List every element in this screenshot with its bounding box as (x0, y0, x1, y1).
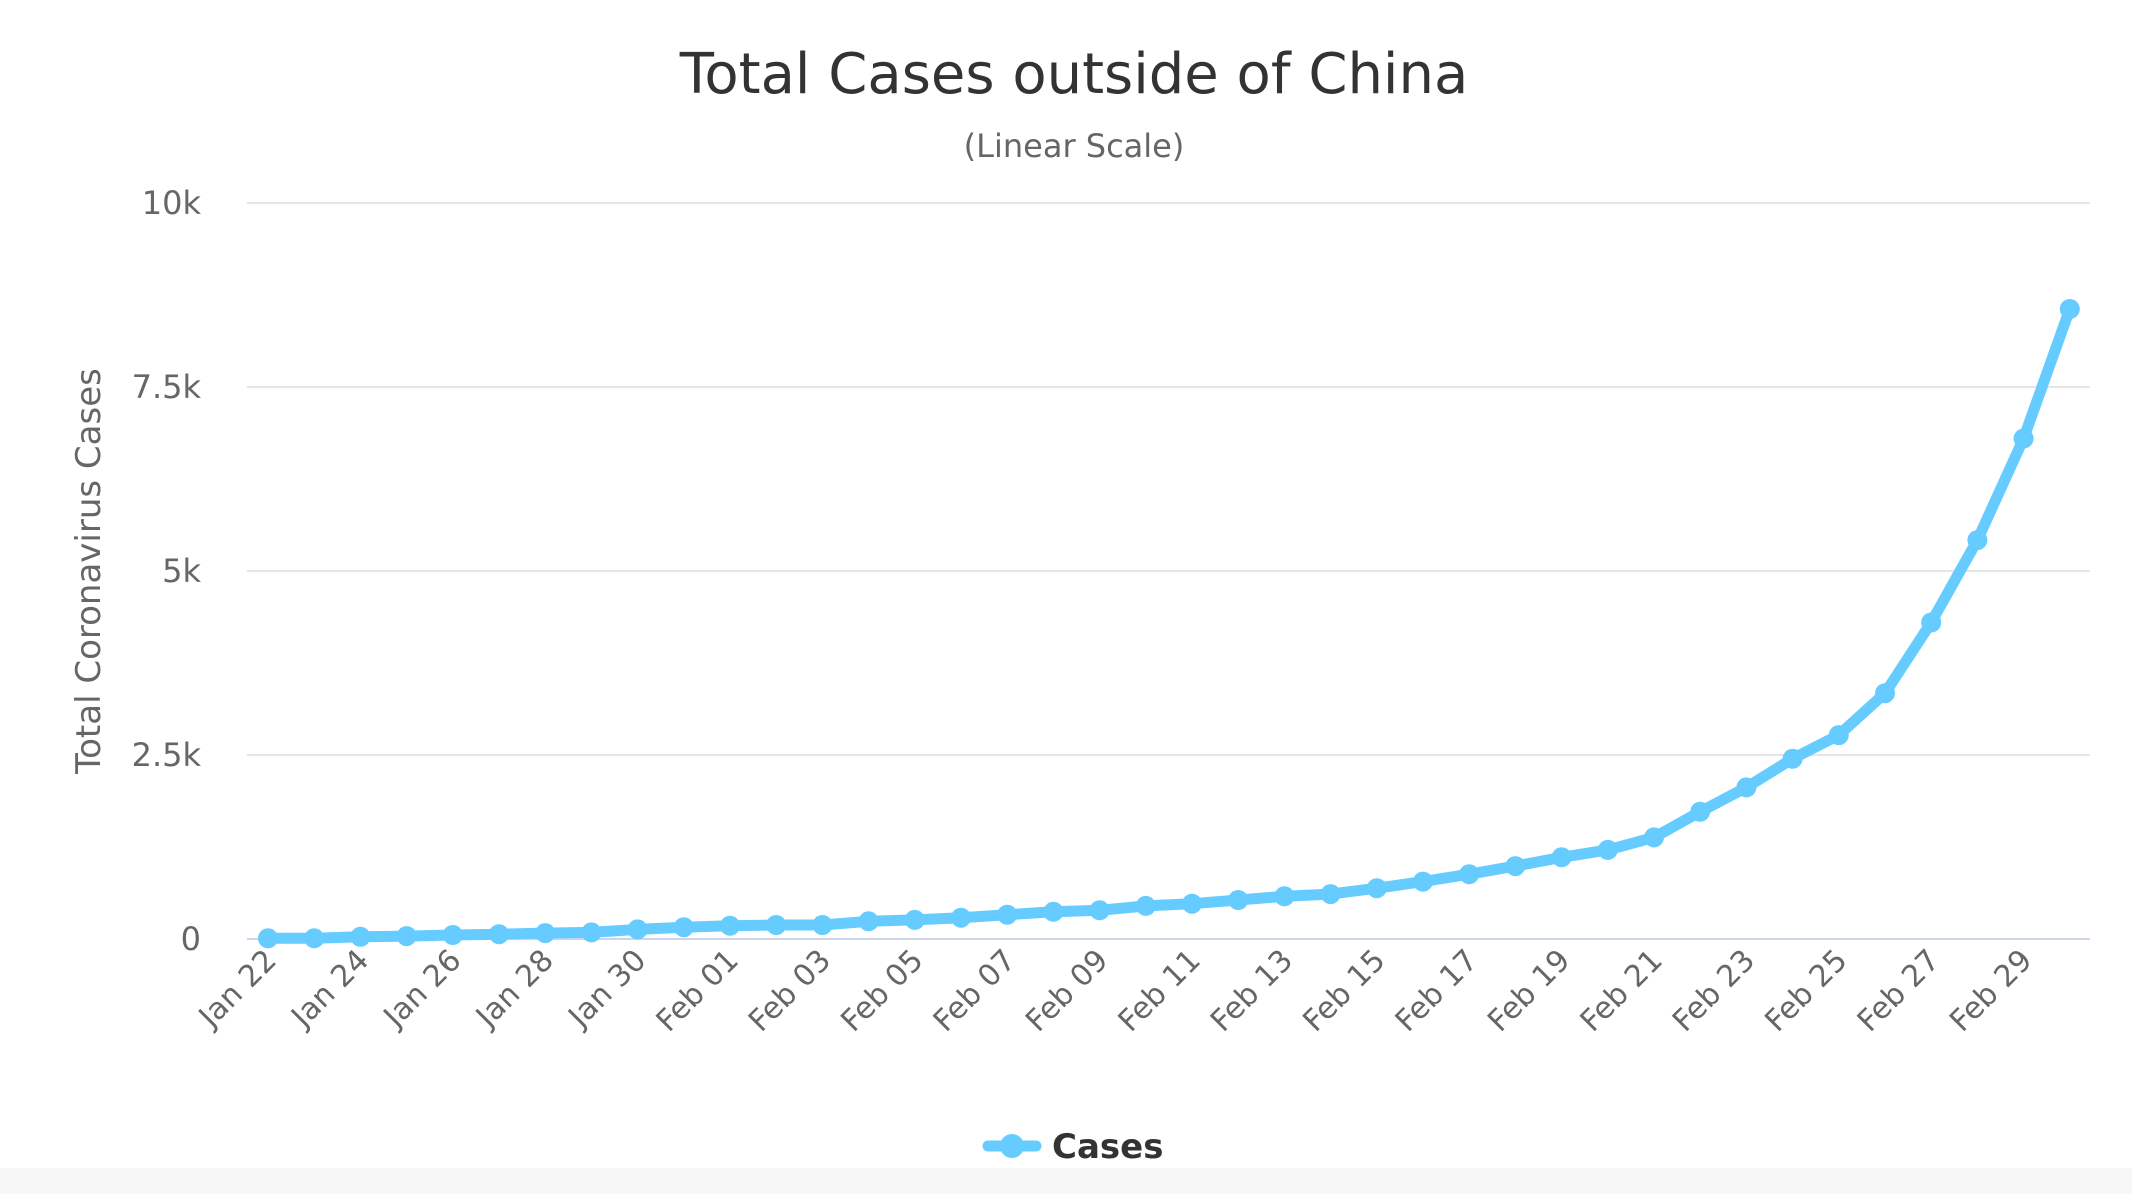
data-point-feb-27[interactable] (1921, 612, 1942, 633)
data-point-feb-05[interactable] (904, 909, 925, 930)
data-point-feb-01[interactable] (720, 915, 740, 936)
data-point-feb-03[interactable] (812, 915, 833, 935)
data-point-feb-22[interactable] (1690, 801, 1711, 822)
data-point-jan-31[interactable] (673, 917, 694, 938)
x-tick-label: Feb 15 (1296, 943, 1392, 1039)
y-tick-label: 5k (162, 552, 201, 590)
x-tick-label: Feb 09 (1019, 943, 1115, 1039)
y-axis-ticks: 0 2.5k 5k 7.5k 10k (132, 184, 202, 958)
data-point-feb-02[interactable] (766, 915, 787, 935)
data-point-feb-14[interactable] (1320, 884, 1341, 905)
legend-label-cases[interactable]: Cases (1052, 1127, 1163, 1167)
x-tick-label: Feb 19 (1481, 943, 1577, 1039)
x-tick-label: Feb 29 (1943, 943, 2039, 1039)
series-cases (258, 299, 2080, 949)
data-point-feb-29[interactable] (2013, 428, 2034, 449)
data-point-jan-30[interactable] (627, 919, 648, 940)
x-tick-label: Feb 01 (650, 943, 746, 1039)
y-tick-label: 2.5k (132, 736, 202, 774)
data-point-feb-28[interactable] (1967, 530, 1988, 551)
data-point-jan-25[interactable] (396, 926, 417, 947)
data-point-jan-29[interactable] (581, 922, 602, 943)
x-tick-label: Jan 24 (283, 943, 376, 1036)
data-point-jan-26[interactable] (442, 925, 463, 945)
chart-title: Total Cases outside of China (679, 42, 1469, 107)
data-point-jan-24[interactable] (350, 926, 371, 947)
data-point-feb-21[interactable] (1644, 827, 1664, 848)
data-point-feb-06[interactable] (951, 907, 971, 928)
data-point-jan-28[interactable] (535, 923, 556, 944)
x-tick-label: Feb 25 (1758, 943, 1854, 1039)
x-tick-label: Jan 28 (468, 943, 561, 1036)
data-point-feb-04[interactable] (858, 911, 879, 932)
data-point-feb-12[interactable] (1228, 890, 1249, 910)
legend-marker-icon (1000, 1134, 1024, 1158)
data-point-feb-20[interactable] (1597, 839, 1618, 860)
data-point-feb-07[interactable] (997, 904, 1018, 925)
data-point-feb-25[interactable] (1828, 725, 1849, 746)
x-tick-label: Feb 11 (1112, 943, 1208, 1039)
y-tick-label: 10k (142, 184, 202, 222)
x-tick-label: Jan 22 (191, 943, 284, 1036)
data-point-jan-23[interactable] (304, 928, 325, 949)
grid-lines (247, 202, 2090, 940)
data-point-feb-26[interactable] (1875, 683, 1895, 704)
x-tick-label: Feb 17 (1389, 943, 1485, 1039)
x-tick-label: Feb 27 (1851, 943, 1947, 1039)
data-point-feb-08[interactable] (1043, 901, 1064, 922)
x-tick-label: Jan 26 (376, 943, 469, 1036)
data-point-feb-16[interactable] (1413, 871, 1433, 892)
x-tick-label: Feb 03 (742, 943, 838, 1039)
data-point-feb-13[interactable] (1274, 886, 1295, 907)
data-point-feb-24[interactable] (1782, 748, 1803, 769)
chart-subtitle: (Linear Scale) (964, 127, 1185, 165)
y-axis-title: Total Coronavirus Cases (69, 368, 109, 775)
data-point-jan-27[interactable] (489, 924, 509, 945)
x-tick-label: Feb 21 (1574, 943, 1670, 1039)
x-tick-label: Jan 30 (561, 943, 654, 1036)
x-tick-label: Feb 05 (834, 943, 930, 1039)
data-point-feb-23[interactable] (1736, 777, 1757, 798)
data-point-jan-22[interactable] (258, 928, 278, 949)
x-tick-label: Feb 07 (927, 943, 1023, 1039)
x-tick-label: Feb 23 (1666, 943, 1762, 1039)
legend[interactable]: Cases (982, 1127, 1163, 1167)
series-line-cases (262, 303, 2076, 944)
data-point-feb-10[interactable] (1135, 895, 1156, 916)
footer-band (0, 1168, 2132, 1194)
data-point-feb-09[interactable] (1089, 900, 1110, 921)
data-point-feb-11[interactable] (1182, 893, 1202, 914)
data-point-feb-19[interactable] (1551, 847, 1572, 868)
x-tick-label: Feb 13 (1204, 943, 1300, 1039)
y-tick-label: 0 (181, 920, 201, 958)
data-point-mar-01[interactable] (2059, 299, 2080, 319)
y-tick-label: 7.5k (132, 368, 202, 406)
data-point-feb-15[interactable] (1366, 878, 1387, 899)
data-point-feb-17[interactable] (1459, 864, 1480, 885)
data-point-feb-18[interactable] (1505, 856, 1526, 877)
